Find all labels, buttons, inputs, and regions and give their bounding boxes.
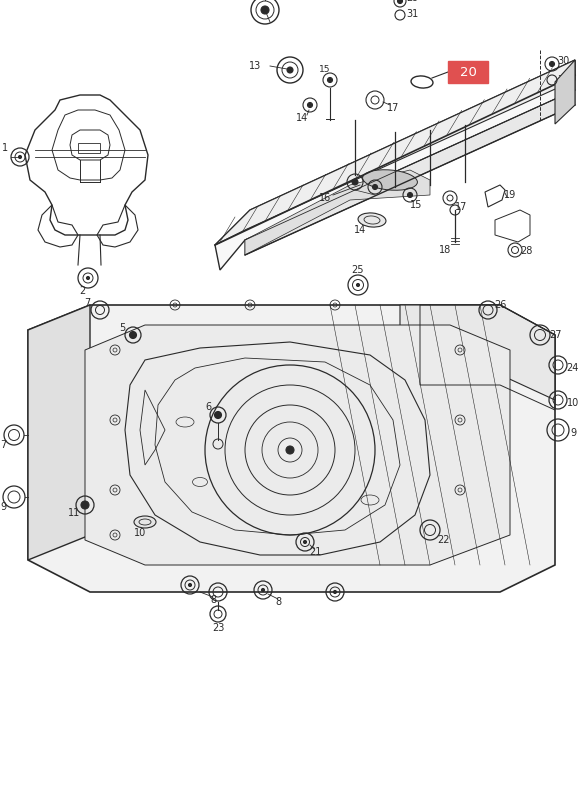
Text: 19: 19 [504,190,516,200]
Circle shape [303,541,307,543]
Polygon shape [85,325,510,565]
Text: 8: 8 [210,595,216,605]
Text: 7: 7 [84,298,90,308]
Polygon shape [28,305,90,560]
Text: 17: 17 [455,202,467,212]
Text: 13: 13 [249,61,261,71]
Polygon shape [215,60,575,270]
Ellipse shape [363,170,417,190]
Circle shape [372,185,378,190]
Circle shape [130,331,137,338]
Text: 31: 31 [557,75,569,85]
Circle shape [261,589,264,591]
Text: 15: 15 [410,200,422,210]
Circle shape [286,446,294,454]
Circle shape [261,6,269,14]
Circle shape [307,102,313,107]
Text: 26: 26 [494,300,506,310]
Polygon shape [400,305,555,400]
Text: 18: 18 [439,245,451,255]
Text: 2: 2 [79,286,85,296]
Circle shape [188,583,192,586]
Text: 7: 7 [0,440,6,450]
Text: 14: 14 [296,113,308,123]
Text: 10: 10 [134,528,146,538]
Bar [78,143,100,153]
Text: 30: 30 [557,56,569,66]
Text: 15: 15 [319,65,331,74]
Text: 22: 22 [437,535,450,545]
Text: 8: 8 [275,597,281,607]
Text: 9: 9 [570,428,576,438]
Ellipse shape [134,516,156,528]
Text: 5: 5 [119,323,125,333]
Text: 27: 27 [548,330,561,340]
Circle shape [550,62,554,66]
Text: 9: 9 [0,502,6,512]
Text: 1: 1 [2,143,8,153]
Text: 25: 25 [352,265,364,275]
Circle shape [333,590,336,594]
Polygon shape [555,60,575,124]
Text: 10: 10 [567,398,579,408]
Circle shape [87,277,89,279]
Circle shape [328,78,332,82]
Text: 17: 17 [387,103,399,113]
Polygon shape [245,90,575,255]
Polygon shape [28,305,555,592]
Text: 23: 23 [212,623,224,633]
Circle shape [287,67,293,73]
Polygon shape [245,170,430,255]
Circle shape [407,193,413,198]
Circle shape [214,411,221,418]
Text: 29: 29 [406,0,418,3]
Polygon shape [215,60,575,245]
Text: 21: 21 [309,547,321,557]
Text: 28: 28 [520,246,532,256]
Text: 20: 20 [460,66,476,78]
Ellipse shape [358,213,386,227]
Text: VAG - N91055001    N - 20: VAG - N91055001 N - 20 [176,761,405,779]
Circle shape [19,155,21,158]
Text: 16: 16 [319,193,331,203]
Text: 6: 6 [205,402,211,412]
Text: 14: 14 [354,225,366,235]
Text: 11: 11 [68,508,80,518]
Circle shape [397,0,403,3]
Text: 24: 24 [566,363,578,373]
Circle shape [81,501,89,509]
Text: 31: 31 [406,9,418,19]
FancyBboxPatch shape [448,61,488,83]
Circle shape [352,179,358,185]
Circle shape [357,283,360,286]
